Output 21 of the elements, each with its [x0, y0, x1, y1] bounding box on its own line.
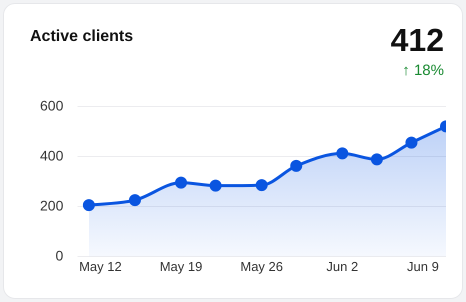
- text: ↑ 18%: [402, 62, 444, 79]
- point: [336, 147, 348, 160]
- point: [82, 199, 95, 212]
- chart-title: Active clients: [30, 28, 134, 46]
- x-tick-label: May 12: [79, 258, 122, 274]
- x-tick-label: May 26: [240, 258, 283, 274]
- point: [405, 136, 418, 149]
- y-tick-label: 600: [40, 97, 64, 114]
- point: [290, 160, 302, 172]
- point: [210, 180, 222, 192]
- y-tick-label: 0: [56, 247, 64, 264]
- x-tick-label: Jun 9: [407, 258, 439, 274]
- point: [256, 179, 268, 192]
- text: 412: [390, 22, 444, 59]
- point: [175, 176, 188, 189]
- y-tick-label: 200: [40, 197, 64, 214]
- y-tick-label: 400: [40, 147, 64, 164]
- x-tick-label: Jun 2: [326, 258, 358, 274]
- point: [370, 153, 383, 166]
- x-tick-label: May 19: [160, 258, 202, 274]
- point: [128, 194, 141, 206]
